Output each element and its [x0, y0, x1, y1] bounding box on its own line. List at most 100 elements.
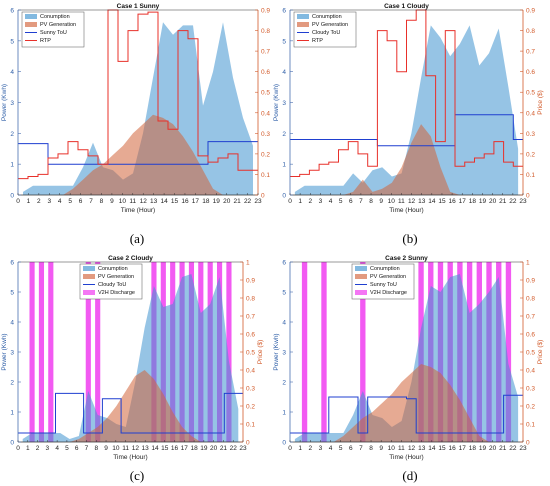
y2-tick-label: 1 [526, 260, 530, 267]
tou-line [290, 114, 523, 147]
y-tick-label: 1 [10, 162, 14, 169]
y2-tick-label: 0.8 [526, 296, 535, 303]
y2-tick-label: 0.2 [261, 151, 270, 158]
x-tick-label: 7 [359, 198, 363, 205]
legend-swatch [355, 290, 367, 295]
y2-tick-label: 0.8 [246, 296, 255, 303]
y2-tick-label: 0.8 [526, 28, 535, 35]
y2-tick-label: 0.6 [526, 332, 535, 339]
x-tick-label: 22 [244, 198, 252, 205]
x-tick-label: 15 [438, 445, 446, 452]
pv-generation-area [22, 370, 239, 442]
y-tick-label: 1 [282, 162, 286, 169]
x-tick-label: 18 [469, 198, 477, 205]
y2-tick-label: 0 [526, 193, 530, 200]
v2h-bar [360, 262, 366, 442]
x-axis-label: Time (Hour) [121, 207, 155, 214]
caption-a: (a) [130, 231, 144, 246]
legend-swatch [355, 266, 367, 271]
legend-swatch [25, 22, 37, 27]
x-tick-label: 5 [68, 198, 72, 205]
x-tick-label: 3 [319, 445, 323, 452]
legend-entry: Conumption [370, 266, 400, 272]
x-tick-label: 14 [428, 198, 436, 205]
x-tick-label: 14 [160, 198, 168, 205]
legend-entry: Conumption [98, 266, 128, 272]
y2-tick-label: 0.3 [526, 386, 535, 393]
x-tick-label: 20 [489, 198, 497, 205]
x-tick-label: 10 [388, 198, 396, 205]
caption-b: (b) [402, 231, 417, 246]
x-axis-label: Time (Hour) [113, 454, 147, 461]
y-tick-label: 3 [282, 100, 286, 107]
x-tick-label: 6 [75, 445, 79, 452]
tou-line [290, 394, 523, 434]
x-tick-label: 4 [55, 445, 59, 452]
x-tick-label: 0 [16, 198, 20, 205]
tou-line [18, 141, 258, 165]
y2-tick-label: 0.6 [526, 69, 535, 76]
x-tick-label: 14 [428, 445, 436, 452]
x-tick-label: 9 [379, 445, 383, 452]
y2-tick-label: 0 [526, 440, 530, 447]
y2-tick-label: 1 [246, 260, 250, 267]
y2-tick-label: 0.1 [526, 422, 535, 429]
y2-tick-label: 0.4 [246, 368, 255, 375]
x-tick-label: 17 [192, 198, 200, 205]
x-tick-label: 8 [100, 198, 104, 205]
x-tick-label: 4 [329, 445, 333, 452]
y-tick-label: 6 [10, 260, 14, 267]
y2-tick-label: 0.5 [246, 350, 255, 357]
x-tick-label: 19 [479, 445, 487, 452]
x-tick-label: 15 [438, 198, 446, 205]
legend-entry: Cloudy ToU [312, 30, 340, 36]
y-tick-label: 6 [282, 8, 286, 15]
y2-tick-label: 0.8 [261, 28, 270, 35]
legend-entry: Sunny ToU [40, 30, 67, 36]
y2-tick-label: 0.1 [246, 422, 255, 429]
caption-c: (c) [130, 468, 144, 483]
y-tick-label: 4 [282, 69, 286, 76]
legend-swatch [83, 274, 95, 279]
x-tick-label: 22 [230, 445, 238, 452]
x-tick-label: 15 [171, 198, 179, 205]
x-tick-label: 2 [37, 198, 41, 205]
x-tick-label: 9 [379, 198, 383, 205]
legend-entry: Conumption [40, 14, 70, 20]
x-tick-label: 23 [519, 198, 527, 205]
x-tick-label: 15 [161, 445, 169, 452]
chart-title: Case 1 Sunny [117, 3, 160, 10]
y-tick-label: 2 [282, 380, 286, 387]
x-tick-label: 8 [369, 198, 373, 205]
y-tick-label: 4 [282, 320, 286, 327]
x-tick-label: 23 [239, 445, 247, 452]
x-tick-label: 18 [469, 445, 477, 452]
x-tick-label: 21 [220, 445, 228, 452]
x-tick-label: 5 [339, 445, 343, 452]
y2-axis-label: Price ($) [537, 90, 544, 115]
v2h-bar [38, 262, 45, 442]
v2h-bar [301, 262, 308, 442]
chart-title: Case 2 Cloudy [108, 255, 153, 262]
y2-tick-label: 0.2 [246, 404, 255, 411]
x-tick-label: 4 [329, 198, 333, 205]
y2-axis-label: Price ($) [257, 340, 264, 365]
x-tick-label: 21 [499, 445, 507, 452]
legend-entry: Conumption [312, 14, 342, 20]
x-tick-label: 11 [398, 445, 405, 452]
y2-tick-label: 0.4 [261, 110, 270, 117]
y2-tick-label: 0.6 [246, 332, 255, 339]
y2-tick-label: 0.4 [526, 110, 535, 117]
y2-tick-label: 0.5 [526, 90, 535, 97]
y-tick-label: 0 [282, 193, 286, 200]
y2-tick-label: 0.9 [526, 278, 535, 285]
y2-tick-label: 0 [246, 440, 250, 447]
consumption-area [294, 274, 519, 442]
y-tick-label: 4 [10, 320, 14, 327]
x-tick-label: 9 [110, 198, 114, 205]
x-tick-label: 2 [308, 198, 312, 205]
consumption-area [23, 22, 253, 195]
x-tick-label: 17 [181, 445, 189, 452]
